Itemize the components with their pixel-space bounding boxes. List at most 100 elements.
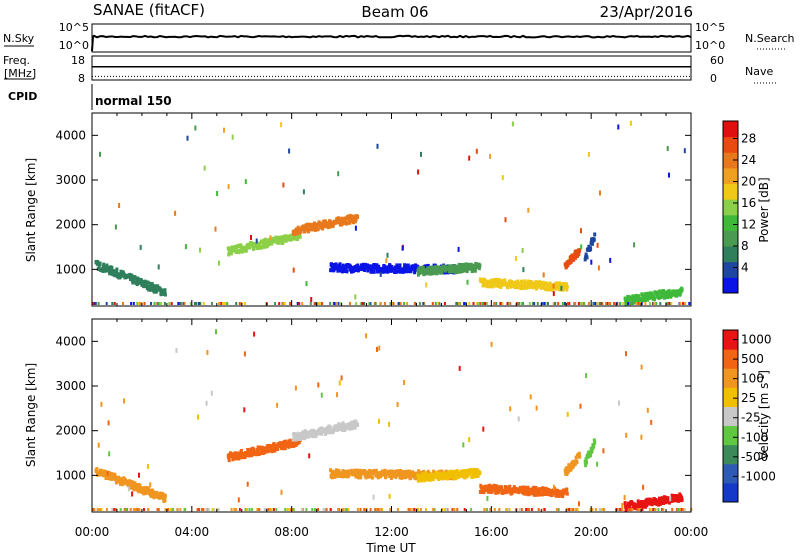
range-gate-cell	[636, 499, 640, 504]
y-tick-label: 2000	[55, 424, 86, 438]
ground-scatter-cell	[238, 302, 241, 305]
y-tick-label: 3000	[55, 379, 86, 393]
ground-scatter-cell	[607, 302, 610, 305]
range-gate-cell	[262, 242, 266, 247]
range-gate-cell	[653, 297, 656, 302]
ground-scatter-cell	[170, 302, 173, 305]
range-gate-cell	[400, 475, 404, 480]
ground-scatter-cell	[648, 302, 651, 305]
ground-scatter-cell	[412, 508, 415, 511]
range-gate-cell	[585, 255, 589, 260]
ground-scatter-cell	[316, 508, 319, 511]
ground-scatter-cell	[661, 508, 664, 511]
range-gate-cell	[435, 270, 439, 275]
ground-scatter-cell	[202, 508, 205, 511]
range-gate-cell	[278, 238, 282, 243]
range-gate-cell	[433, 269, 437, 274]
ground-scatter-cell	[246, 508, 248, 511]
range-gate-cell	[473, 268, 477, 273]
range-gate-cell	[444, 268, 447, 273]
ground-scatter-cell	[406, 302, 409, 305]
range-gate-cell	[138, 472, 140, 478]
range-gate-cell	[306, 222, 310, 227]
range-gate-cell	[569, 259, 573, 264]
range-gate-cell	[575, 459, 579, 464]
ground-scatter-cell	[671, 508, 674, 511]
ground-scatter-cell	[425, 508, 427, 511]
ground-scatter-cell	[193, 302, 196, 305]
range-gate-cell	[481, 283, 485, 288]
range-gate-cell	[398, 266, 402, 270]
ground-scatter-cell	[652, 302, 655, 305]
range-gate-cell	[491, 284, 495, 289]
range-gate-cell	[621, 503, 624, 508]
range-gate-cell	[288, 438, 292, 443]
range-gate-cell	[482, 490, 486, 495]
range-gate-cell	[296, 431, 300, 436]
range-gate-cell	[417, 169, 420, 175]
range-gate-cell	[381, 266, 385, 271]
range-gate-cell	[374, 468, 378, 473]
range-gate-cell	[340, 269, 344, 274]
power-colorbar-label: Power [dB]	[757, 177, 771, 242]
ground-scatter-cell	[119, 508, 122, 511]
ground-scatter-cell	[168, 302, 171, 305]
range-gate-cell	[666, 146, 669, 151]
ground-scatter-cell	[659, 302, 662, 305]
range-gate-cell	[303, 429, 307, 434]
range-gate-cell	[629, 120, 632, 126]
ground-scatter-cell	[679, 508, 681, 511]
range-gate-cell	[293, 437, 296, 442]
ground-scatter-cell	[600, 302, 603, 305]
range-gate-cell	[645, 497, 649, 502]
range-gate-cell	[398, 475, 402, 480]
ground-scatter-cell	[349, 302, 351, 305]
range-gate-cell	[296, 225, 300, 230]
range-gate-cell	[256, 448, 260, 453]
ground-scatter-cell	[136, 508, 139, 511]
y-tick-label: 3000	[55, 173, 86, 187]
ground-scatter-cell	[528, 302, 531, 305]
colorbar-segment	[723, 230, 738, 247]
range-gate-cell	[238, 248, 242, 253]
range-gate-cell	[658, 501, 662, 506]
range-gate-cell	[639, 504, 643, 509]
range-gate-cell	[479, 485, 483, 490]
range-gate-cell	[354, 267, 358, 272]
range-gate-cell	[364, 475, 368, 480]
range-gate-cell	[428, 271, 432, 276]
range-gate-cell	[341, 263, 345, 268]
range-gate-cell	[673, 498, 677, 503]
power-panel-frame	[91, 112, 692, 307]
range-gate-cell	[252, 448, 256, 453]
range-gate-cell	[361, 267, 365, 272]
ground-scatter-cell	[521, 302, 524, 305]
ground-scatter-cell	[517, 302, 519, 305]
ground-scatter-cell	[575, 508, 578, 511]
range-gate-cell	[287, 444, 291, 449]
range-gate-cell	[341, 428, 345, 432]
ground-scatter-cell	[379, 302, 382, 305]
range-gate-cell	[127, 486, 130, 492]
range-gate-cell	[449, 473, 453, 478]
ground-scatter-cell	[189, 302, 192, 305]
range-gate-cell	[370, 475, 374, 480]
range-gate-cell	[363, 469, 367, 473]
ground-scatter-cell	[452, 508, 455, 511]
ground-scatter-cell	[105, 508, 108, 511]
colorbar-segment	[723, 444, 738, 465]
ground-scatter-cell	[217, 508, 220, 511]
range-gate-cell	[561, 287, 565, 292]
range-gate-cell	[363, 268, 367, 272]
range-gate-cell	[163, 498, 167, 503]
x-tick-label: 20:00	[574, 525, 609, 539]
ground-scatter-cell	[311, 508, 314, 511]
ground-scatter-cell	[508, 508, 511, 511]
range-gate-cell	[561, 494, 565, 499]
range-gate-cell	[353, 425, 357, 430]
ground-scatter-cell	[639, 302, 642, 305]
range-gate-cell	[641, 298, 645, 303]
range-gate-cell	[294, 231, 298, 236]
range-gate-cell	[308, 453, 311, 459]
colorbar-tick-label: 500	[741, 352, 764, 366]
